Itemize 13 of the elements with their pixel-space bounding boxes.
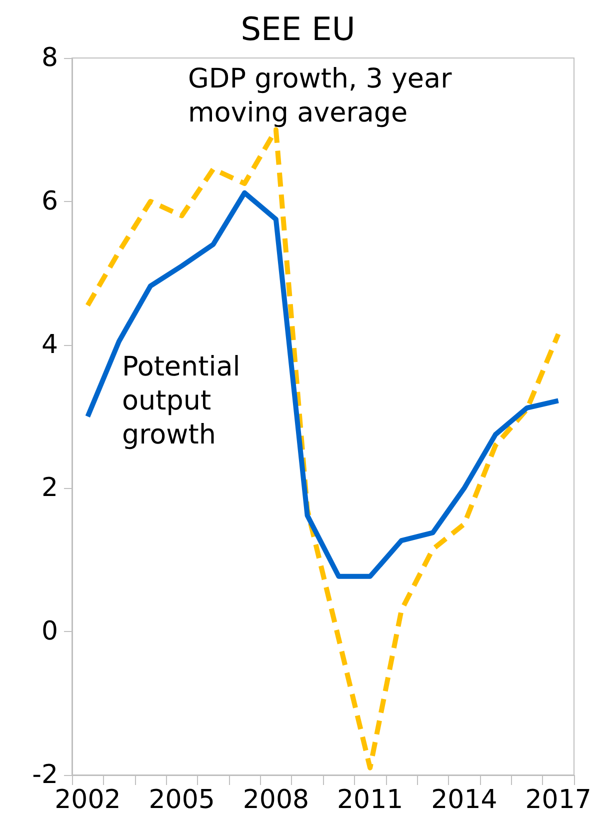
y-tick-label: 2 — [41, 473, 58, 504]
x-tick-label: 2011 — [336, 785, 404, 815]
series-label: GDP growth, 3 year moving average — [188, 64, 460, 128]
y-tick-label: 6 — [41, 186, 58, 216]
x-tick-label: 2014 — [431, 785, 498, 815]
x-tick-label: 2008 — [242, 785, 310, 815]
x-tick-label: 2005 — [148, 785, 215, 815]
chart-title: SEE EU — [240, 10, 356, 48]
y-tick-label: 8 — [41, 43, 58, 73]
x-tick-label: 2017 — [525, 785, 592, 815]
series-label: Potential output growth — [122, 352, 249, 450]
y-tick-label: 4 — [41, 330, 58, 360]
y-tick-label: 0 — [41, 616, 58, 647]
